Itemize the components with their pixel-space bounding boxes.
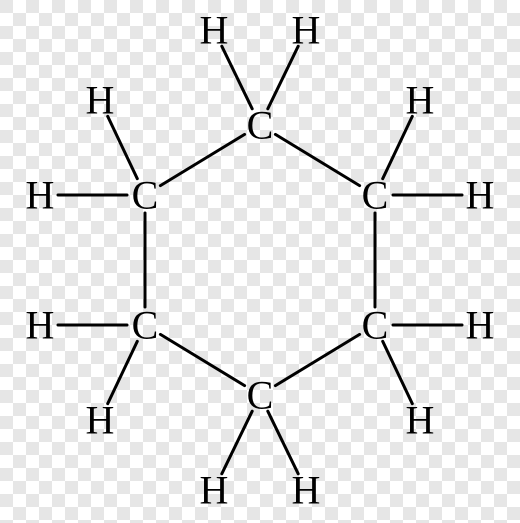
hydrogen-atom-label: H: [406, 78, 435, 123]
hydrogen-atom-label: H: [200, 8, 229, 53]
carbon-atom-label: C: [362, 303, 389, 348]
hydrogen-atom-label: H: [86, 78, 115, 123]
carbon-atom-label: C: [132, 303, 159, 348]
hydrogen-atom-label: H: [26, 173, 55, 218]
carbon-atom-label: C: [247, 373, 274, 418]
hydrogen-atom-label: H: [292, 8, 321, 53]
carbon-atom-label: C: [132, 173, 159, 218]
carbon-atom-label: C: [362, 173, 389, 218]
chemical-structure-diagram: C C C C C C H H H H H H H H H H H H: [0, 0, 520, 523]
carbon-atom-label: C: [247, 103, 274, 148]
hydrogen-atom-label: H: [466, 303, 495, 348]
hydrogen-atom-label: H: [26, 303, 55, 348]
hydrogen-atom-label: H: [466, 173, 495, 218]
hydrogen-atom-label: H: [86, 398, 115, 443]
hydrogen-atom-label: H: [292, 468, 321, 513]
hydrogen-atom-label: H: [200, 468, 229, 513]
transparency-background: [0, 0, 520, 523]
hydrogen-atom-label: H: [406, 398, 435, 443]
